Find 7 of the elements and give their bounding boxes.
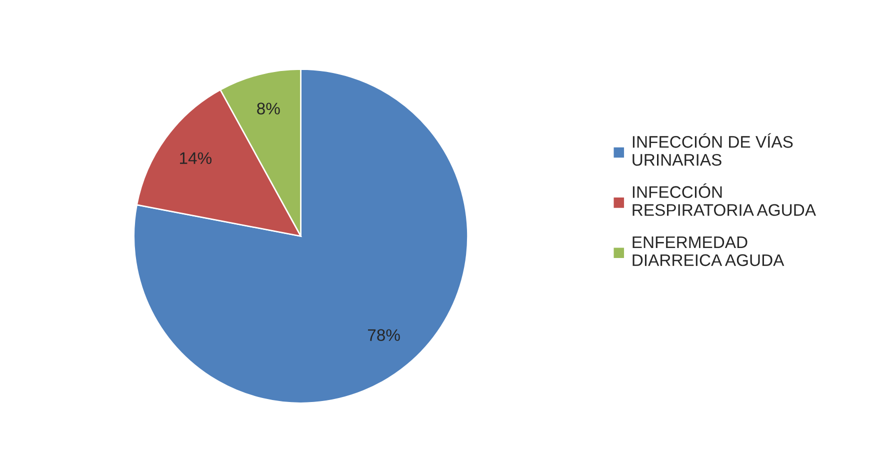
data-label: 14% xyxy=(180,152,212,164)
pie-slice xyxy=(133,68,468,404)
data-label: 78% xyxy=(368,329,400,341)
legend-label: ENFERMEDAD DIARREICA AGUDA xyxy=(632,236,784,266)
legend-label: INFECCIÓN DE VÍAS URINARIAS xyxy=(632,133,793,166)
data-label: 8% xyxy=(257,102,280,114)
legend-label: INFECCIÓN RESPIRATORIA AGUDA xyxy=(632,183,816,216)
